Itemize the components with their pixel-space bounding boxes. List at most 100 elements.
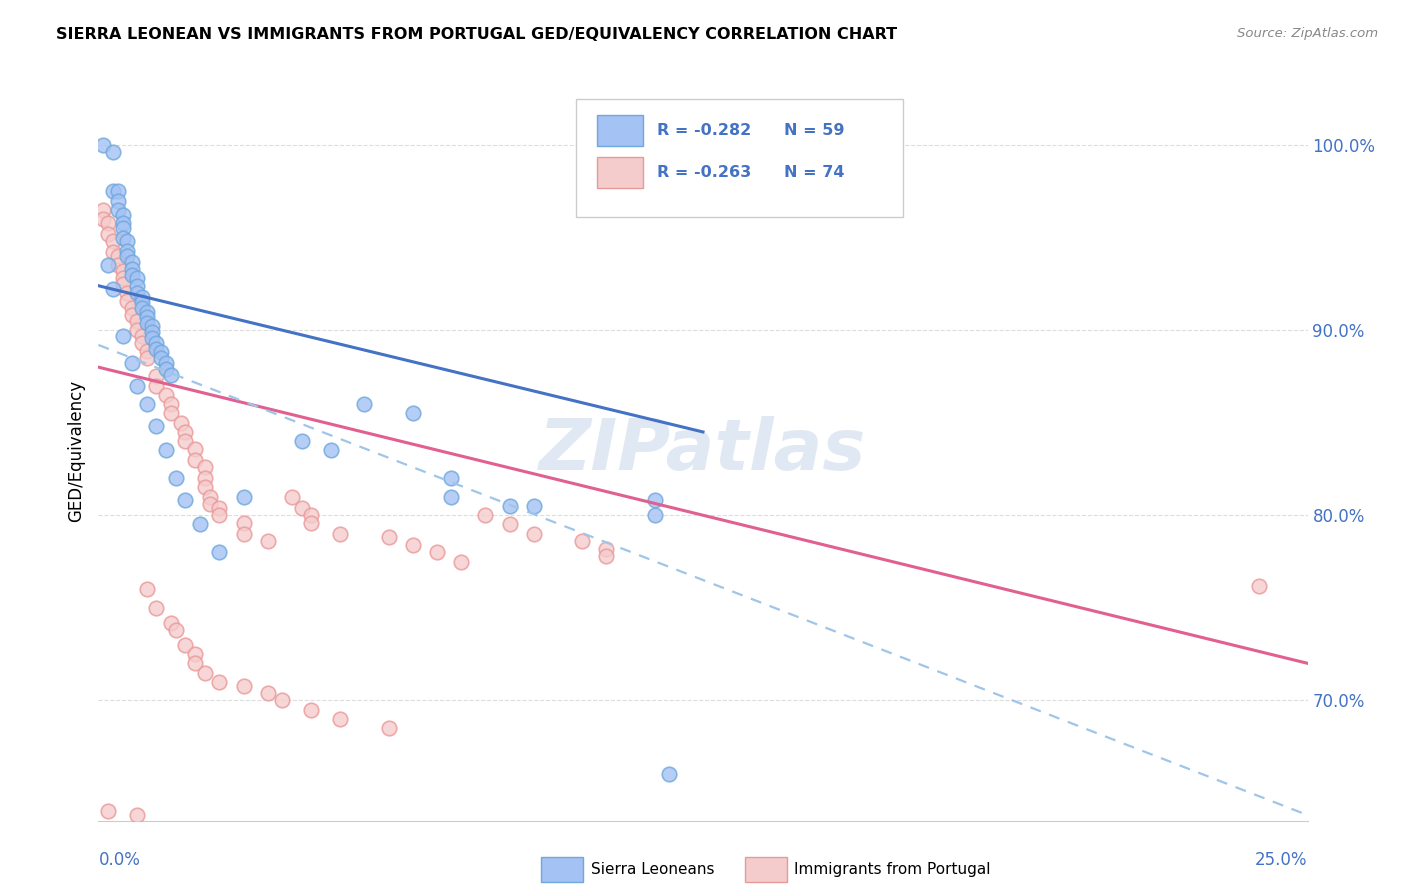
Point	[299, 516, 322, 530]
Point	[107, 185, 129, 199]
Point	[117, 244, 139, 258]
Point	[121, 254, 143, 268]
Point	[194, 481, 217, 495]
Point	[107, 249, 129, 263]
Point	[127, 286, 149, 301]
Point	[498, 499, 520, 513]
Point	[111, 264, 134, 278]
Point	[111, 271, 134, 285]
Text: Immigrants from Portugal: Immigrants from Portugal	[794, 863, 991, 877]
Point	[290, 434, 312, 449]
Point	[523, 526, 546, 541]
Point	[208, 508, 231, 523]
Point	[97, 227, 120, 241]
Point	[160, 368, 183, 382]
Point	[127, 314, 149, 328]
Point	[101, 145, 124, 160]
Point	[208, 500, 231, 515]
Point	[111, 221, 134, 235]
Text: Source: ZipAtlas.com: Source: ZipAtlas.com	[1237, 27, 1378, 40]
Point	[319, 443, 342, 458]
Point	[194, 460, 217, 475]
Point	[107, 258, 129, 272]
Point	[1249, 578, 1271, 592]
Point	[184, 442, 207, 456]
Point	[329, 526, 352, 541]
Bar	[596, 115, 643, 146]
Point	[111, 216, 134, 230]
Text: Sierra Leoneans: Sierra Leoneans	[591, 863, 714, 877]
Point	[644, 508, 666, 523]
Point	[135, 397, 157, 411]
Text: N = 59: N = 59	[785, 123, 845, 138]
Point	[141, 330, 163, 344]
Point	[440, 490, 463, 504]
Point	[426, 545, 449, 559]
Point	[198, 490, 221, 504]
Point	[571, 534, 593, 549]
Point	[353, 397, 375, 411]
Point	[377, 531, 399, 545]
Point	[155, 356, 177, 370]
Point	[150, 345, 173, 359]
Text: R = -0.282: R = -0.282	[657, 123, 751, 138]
Point	[141, 325, 163, 339]
Point	[121, 301, 143, 315]
Point	[135, 343, 157, 358]
Point	[111, 230, 134, 244]
Text: ZIPatlas: ZIPatlas	[540, 416, 866, 485]
Point	[174, 638, 197, 652]
Point	[145, 342, 167, 356]
Point	[111, 208, 134, 222]
Point	[145, 378, 167, 392]
Point	[208, 545, 231, 559]
Point	[232, 516, 254, 530]
Point	[145, 369, 167, 384]
Point	[131, 301, 153, 315]
Point	[498, 517, 520, 532]
Point	[174, 493, 197, 508]
Point	[127, 271, 149, 285]
Text: N = 74: N = 74	[785, 165, 845, 180]
Point	[208, 674, 231, 689]
Point	[117, 286, 139, 301]
Point	[145, 600, 167, 615]
Point	[91, 202, 114, 217]
Point	[299, 703, 322, 717]
Point	[135, 582, 157, 597]
Point	[107, 194, 129, 208]
Point	[131, 290, 153, 304]
Point	[135, 310, 157, 325]
Point	[155, 443, 177, 458]
Point	[101, 245, 124, 260]
Point	[474, 508, 496, 523]
FancyBboxPatch shape	[576, 99, 903, 218]
Point	[111, 277, 134, 291]
Point	[198, 497, 221, 511]
Point	[290, 500, 312, 515]
Point	[281, 490, 304, 504]
Point	[174, 425, 197, 439]
Point	[165, 471, 187, 485]
Point	[329, 712, 352, 726]
Point	[450, 555, 472, 569]
Point	[184, 647, 207, 661]
Point	[155, 388, 177, 402]
Point	[150, 351, 173, 365]
Point	[127, 378, 149, 392]
Point	[194, 665, 217, 680]
Point	[271, 693, 294, 707]
Point	[127, 278, 149, 293]
Point	[658, 767, 681, 781]
Point	[440, 471, 463, 485]
Point	[121, 268, 143, 282]
Text: 25.0%: 25.0%	[1256, 851, 1308, 869]
Point	[141, 319, 163, 334]
Point	[107, 202, 129, 217]
Y-axis label: GED/Equivalency: GED/Equivalency	[67, 379, 86, 522]
Point	[160, 615, 183, 630]
Point	[131, 336, 153, 351]
Point	[402, 407, 425, 421]
Point	[101, 185, 124, 199]
Point	[194, 471, 217, 485]
